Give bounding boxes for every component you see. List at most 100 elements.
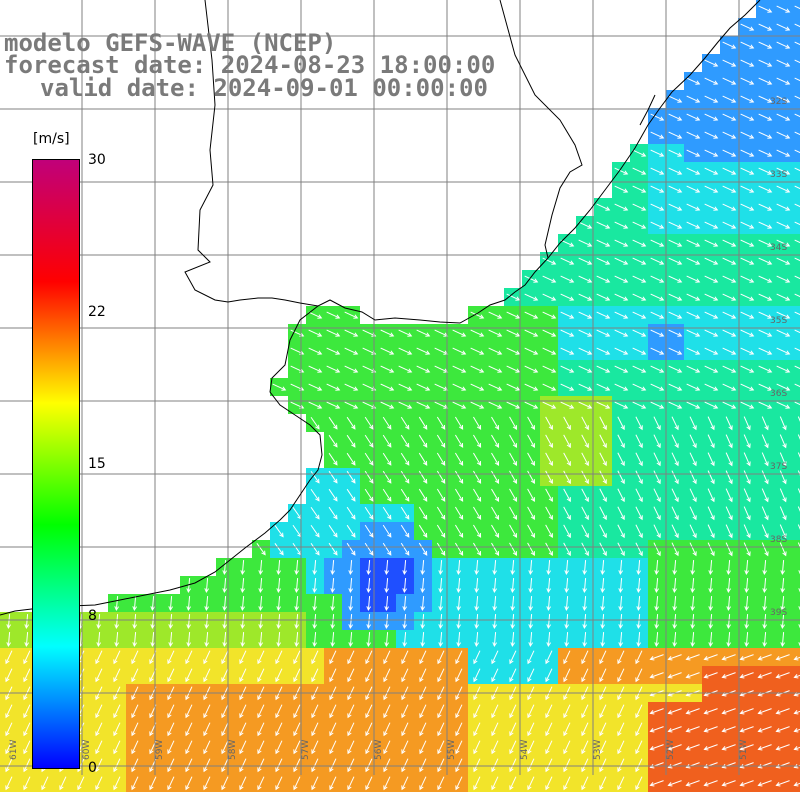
wind-arrow — [419, 740, 427, 755]
wind-arrow — [132, 613, 138, 630]
wind-arrow — [668, 401, 683, 409]
wind-arrow — [454, 452, 464, 466]
wind-arrow — [326, 347, 341, 355]
wind-arrow — [779, 470, 787, 485]
wind-arrow — [545, 470, 553, 485]
longitude-label: 56W — [374, 740, 384, 760]
wind-arrow — [635, 434, 643, 449]
wind-arrow — [419, 758, 427, 773]
wind-arrow — [382, 434, 392, 448]
coastline-argentina — [0, 305, 323, 616]
wind-arrow — [256, 543, 266, 556]
wind-speed-cell — [792, 540, 800, 558]
wind-arrow — [757, 708, 772, 715]
wind-arrow — [671, 452, 679, 467]
wind-arrow — [131, 740, 139, 755]
wind-arrow — [329, 740, 337, 755]
wind-arrow — [632, 275, 647, 283]
wind-arrow — [596, 257, 611, 265]
wind-arrow — [545, 722, 553, 737]
wind-arrow — [618, 595, 624, 612]
wind-arrow — [798, 624, 800, 629]
wind-arrow — [276, 577, 282, 594]
wind-arrow — [722, 365, 737, 373]
wind-arrow — [221, 722, 229, 737]
wind-arrow — [635, 740, 643, 755]
wind-arrow — [328, 452, 338, 466]
wind-arrow — [456, 613, 462, 630]
wind-arrow — [654, 613, 660, 630]
wind-arrow — [649, 672, 664, 679]
wind-arrow — [743, 542, 751, 557]
wind-arrow — [794, 383, 800, 388]
wind-arrow — [743, 524, 751, 539]
wind-arrow — [470, 329, 485, 337]
wind-arrow — [649, 780, 664, 787]
wind-speed-cell — [792, 414, 800, 432]
wind-arrow — [491, 776, 499, 791]
wind-arrow — [762, 577, 768, 594]
wind-arrow — [401, 722, 409, 737]
wind-speed-cell — [792, 108, 800, 126]
wind-arrow — [744, 559, 750, 576]
wind-arrow — [294, 577, 300, 594]
wind-arrow — [5, 722, 13, 737]
wind-arrow — [707, 452, 715, 467]
wind-arrow — [456, 631, 462, 648]
wind-arrow — [722, 383, 737, 391]
wind-arrow — [743, 470, 751, 485]
wind-arrow — [293, 650, 301, 665]
wind-arrow — [758, 257, 773, 265]
wind-direction-arrows — [5, 5, 800, 791]
wind-arrow — [95, 722, 103, 737]
wind-arrow — [654, 595, 660, 612]
wind-arrow — [239, 740, 247, 755]
wind-arrow — [707, 488, 715, 503]
wind-arrow — [312, 631, 318, 648]
wind-speed-cell — [792, 360, 800, 378]
wind-arrow — [329, 758, 337, 773]
wind-arrow — [776, 311, 791, 319]
wind-arrow — [578, 365, 593, 373]
wind-arrow — [704, 383, 719, 391]
wind-arrow — [650, 221, 665, 229]
wind-arrow — [258, 631, 264, 648]
wind-arrow — [185, 722, 193, 737]
wind-arrow — [596, 203, 611, 211]
wind-arrow — [762, 559, 768, 576]
wind-arrow — [491, 668, 499, 683]
wind-arrow — [239, 758, 247, 773]
wind-arrow — [704, 185, 719, 193]
wind-arrow — [328, 488, 338, 502]
wind-arrow — [797, 416, 800, 422]
wind-arrow — [308, 401, 323, 409]
wind-arrow — [382, 470, 392, 484]
wind-arrow — [690, 631, 696, 648]
wind-arrow — [794, 95, 800, 100]
wind-arrow — [581, 650, 589, 665]
wind-arrow — [721, 654, 736, 661]
wind-arrow — [473, 740, 481, 755]
latitude-label: 32S — [770, 97, 787, 107]
wind-arrow — [761, 488, 769, 503]
wind-arrow — [416, 365, 431, 373]
wind-arrow — [704, 365, 719, 373]
latitude-label: 33S — [770, 170, 787, 180]
wind-arrow — [614, 221, 629, 229]
wind-arrow — [581, 434, 589, 449]
wind-arrow — [186, 595, 192, 612]
wind-arrow — [346, 488, 356, 502]
wind-arrow — [365, 704, 373, 719]
wind-arrow — [757, 762, 772, 769]
wind-arrow — [689, 506, 697, 521]
wind-arrow — [275, 776, 283, 791]
wind-speed-cell — [792, 306, 800, 324]
wind-arrow — [311, 758, 319, 773]
wind-arrow — [168, 631, 174, 648]
wind-arrow — [704, 167, 719, 175]
wind-arrow — [456, 595, 462, 612]
wind-arrow — [509, 470, 517, 484]
wind-arrow — [632, 365, 647, 373]
wind-arrow — [668, 329, 683, 337]
wind-arrow — [725, 416, 733, 431]
